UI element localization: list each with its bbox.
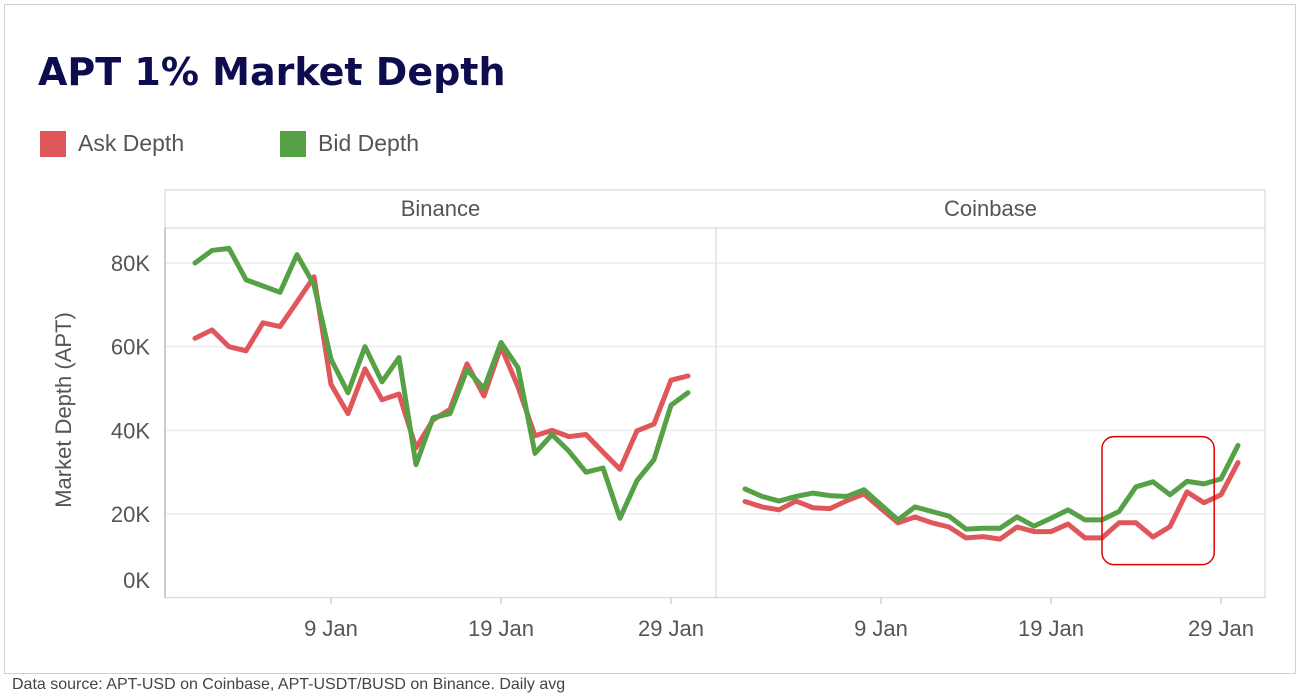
legend-label-bid: Bid Depth [318,130,420,156]
legend-label-ask: Ask Depth [78,130,185,156]
y-tick-label: 20K [111,502,150,527]
panel-title-binance: Binance [401,196,481,221]
x-tick-label: 29 Jan [1188,616,1254,641]
ask-swatch [40,130,66,157]
x-tick-label: 9 Jan [304,616,358,641]
y-tick-label: 60K [111,335,150,360]
legend-item-ask[interactable]: Ask Depth [40,130,184,157]
x-tick-label: 19 Jan [1018,616,1084,641]
panel-plot-area [715,227,1266,599]
series-line-coinbase-ask [742,460,1241,542]
y-axis-title: Market Depth (APT) [51,312,76,508]
series-line-coinbase-bid [742,442,1241,532]
x-tick-label: 19 Jan [468,616,534,641]
y-tick-label: 0K [123,568,150,593]
y-tick-label: 80K [111,251,150,276]
y-tick-label: 40K [111,418,150,443]
panel-header-bar [164,189,1266,229]
panel-title-coinbase: Coinbase [944,196,1037,221]
x-tick-label: 9 Jan [854,616,908,641]
chart-frame [4,4,1296,674]
series-line-binance-bid [192,245,691,521]
data-source-note: Data source: APT-USD on Coinbase, APT-US… [12,676,566,693]
x-tick-label: 29 Jan [638,616,704,641]
legend-item-bid[interactable]: Bid Depth [280,130,419,157]
chart-title: APT 1% Market Depth [38,50,506,94]
series-line-binance-ask [192,274,691,472]
bid-swatch [280,130,306,157]
highlight-box [1101,435,1215,566]
